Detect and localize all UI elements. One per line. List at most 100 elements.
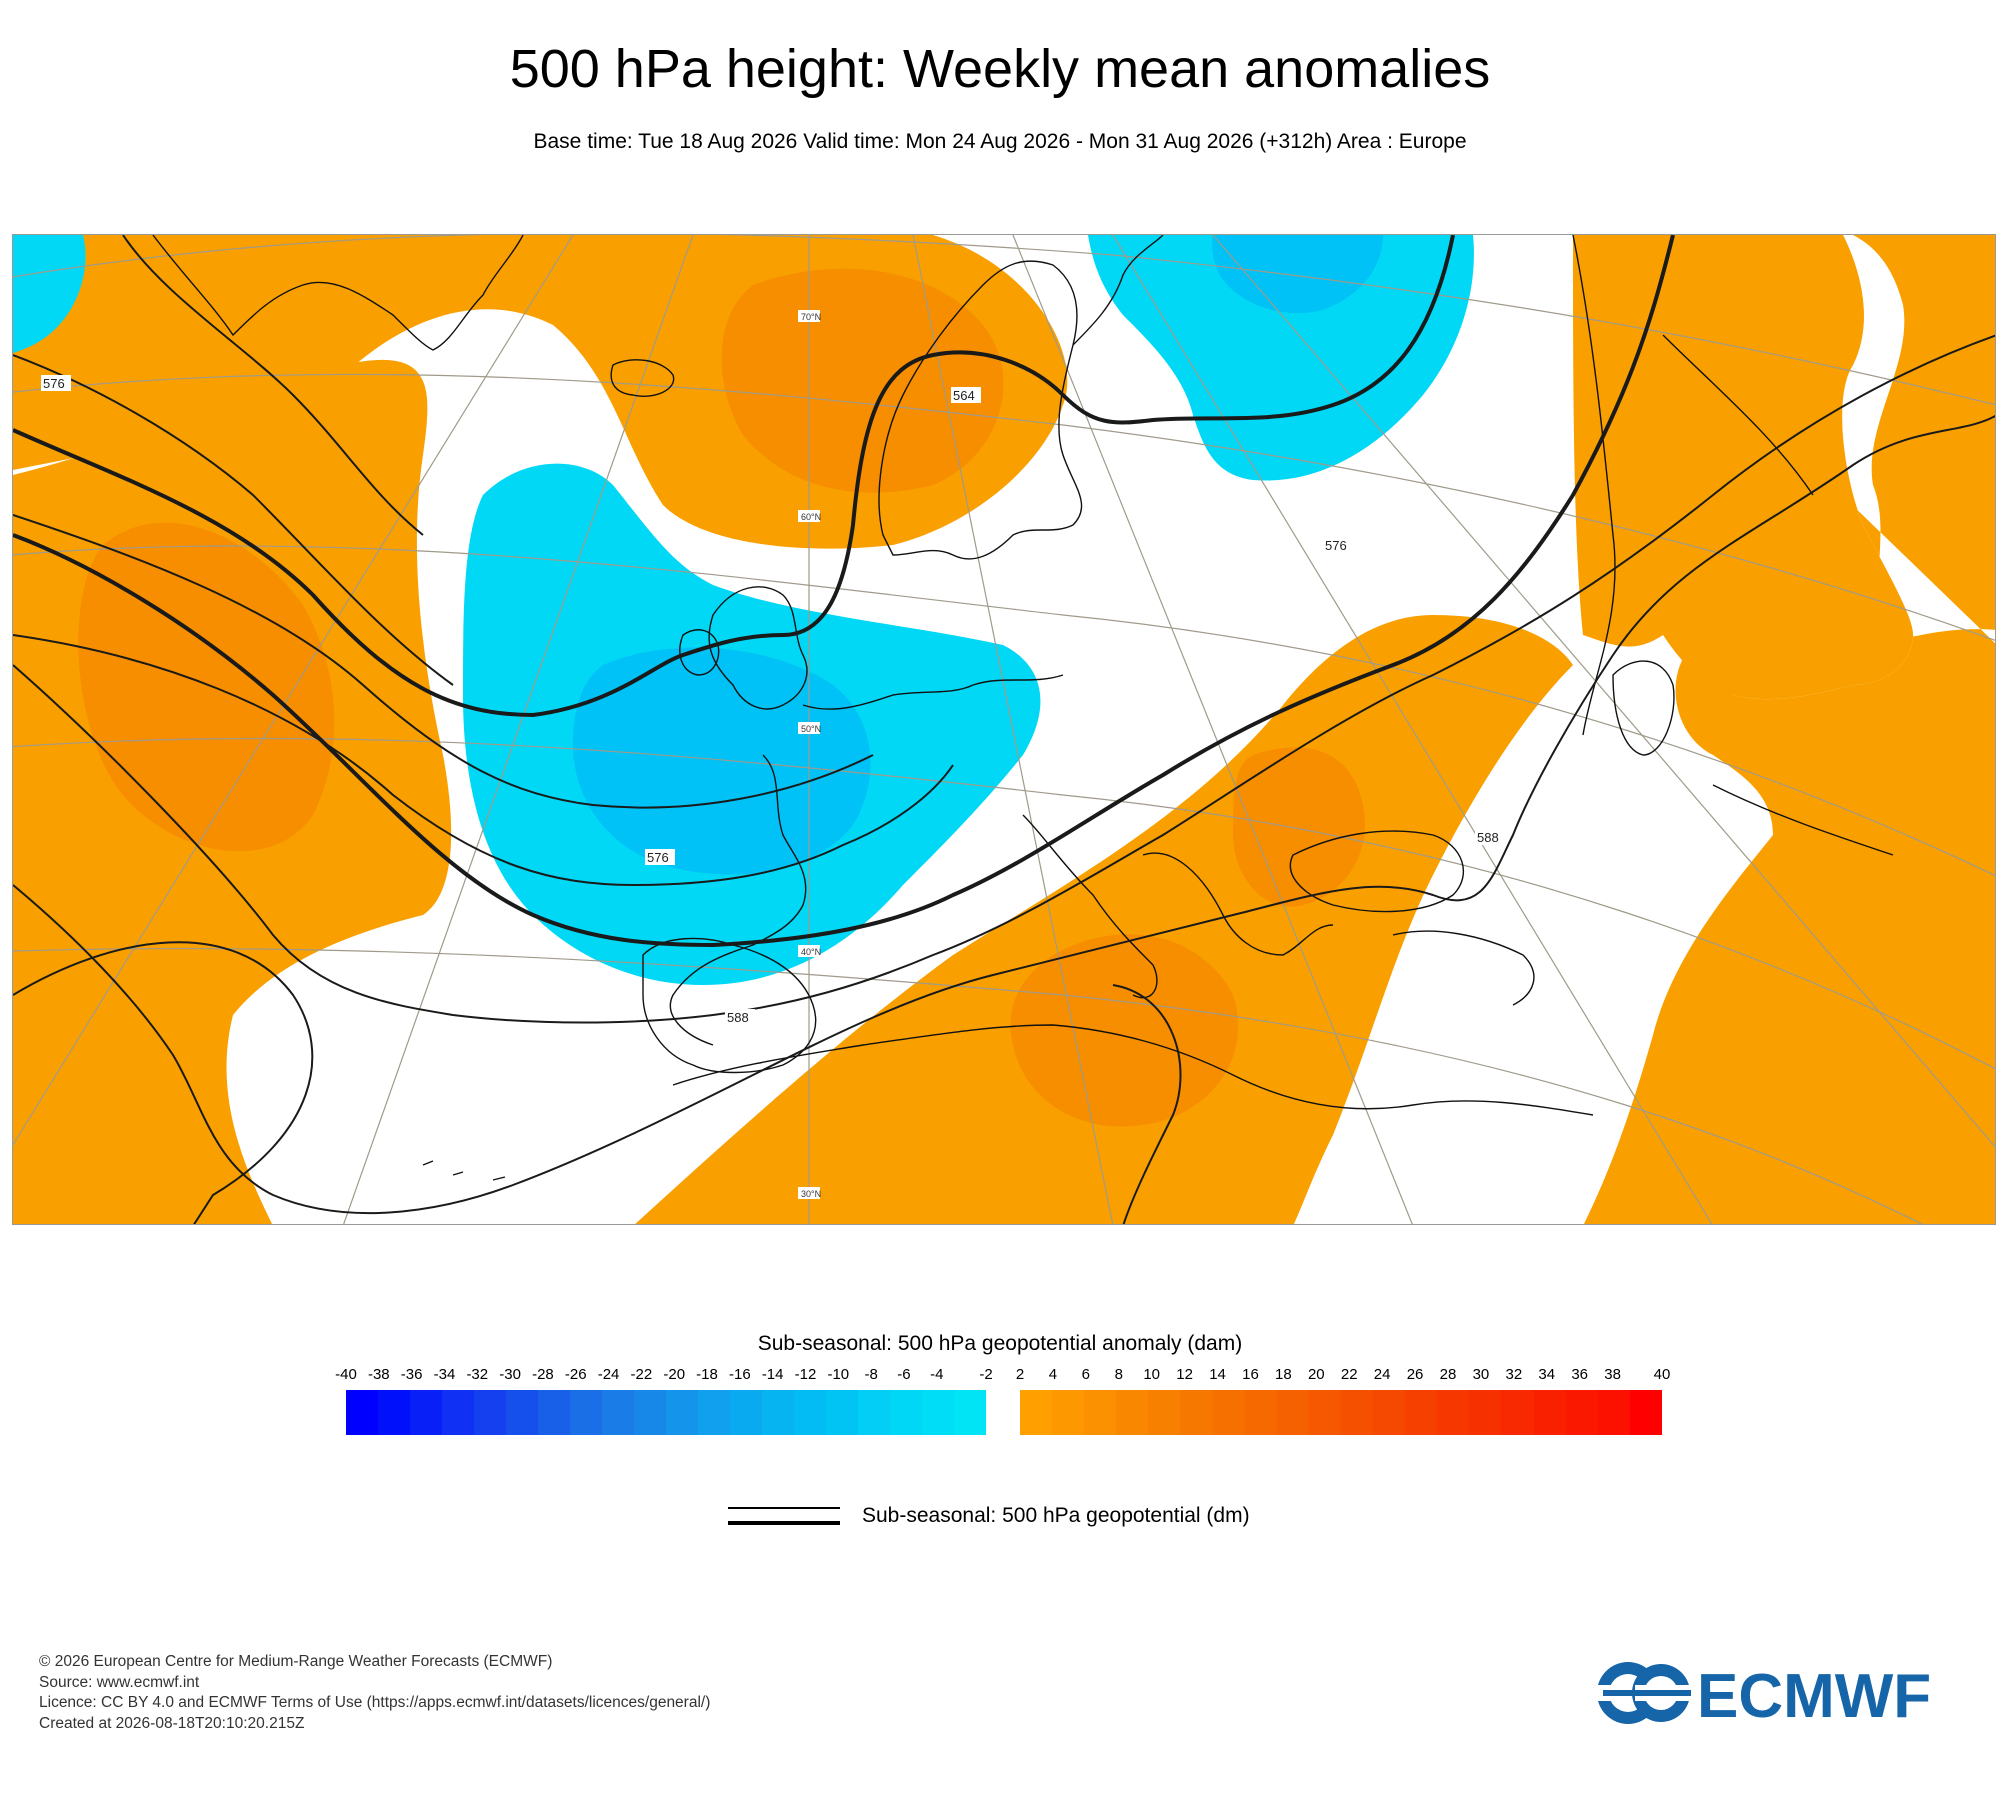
lat-label-30: 30°N xyxy=(801,1189,821,1199)
footer-licence: Licence: CC BY 4.0 and ECMWF Terms of Us… xyxy=(39,1694,711,1711)
positive-core-scandinavia xyxy=(721,268,1004,493)
negative-swatch-18 xyxy=(922,1390,954,1435)
colorbar-tick-label: 28 xyxy=(1439,1366,1457,1383)
positive-swatch-17 xyxy=(1565,1390,1598,1435)
colorbar-tick-label: 16 xyxy=(1242,1366,1259,1383)
colorbar-tick-label: 32 xyxy=(1505,1366,1523,1383)
colorbar-tick-label: -10 xyxy=(827,1366,850,1383)
positive-swatch-14 xyxy=(1469,1390,1502,1435)
colorbar-positive xyxy=(1020,1390,1662,1435)
lat-label-40: 40°N xyxy=(801,947,821,957)
finland-coast xyxy=(1072,235,1164,346)
footer-copyright: © 2026 European Centre for Medium-Range … xyxy=(39,1653,553,1670)
positive-area-east xyxy=(1573,235,1995,1224)
contour-thick-564 xyxy=(13,235,1455,718)
colorbar-tick-label: -16 xyxy=(729,1366,751,1383)
negative-swatch-10 xyxy=(666,1390,698,1435)
footer: © 2026 European Centre for Medium-Range … xyxy=(39,1652,710,1734)
anomaly-map[interactable]: 70°N 60°N 50°N 40°N 30°N xyxy=(12,234,1996,1225)
positive-swatch-7 xyxy=(1244,1390,1277,1435)
footer-source: Source: www.ecmwf.int xyxy=(39,1673,200,1691)
colorbar-tick-label: -12 xyxy=(794,1366,817,1383)
positive-swatch-9 xyxy=(1308,1390,1341,1435)
scandinavia-coast xyxy=(878,260,1083,560)
lat-label-50: 50°N xyxy=(801,724,821,734)
lat-label-70: 70°N xyxy=(801,312,821,322)
contour-thin-8 xyxy=(1112,984,1182,1224)
latitude-labels: 70°N 60°N 50°N 40°N 30°N xyxy=(798,310,821,1199)
contour-thin-4 xyxy=(13,634,954,887)
colorbar-tick-label: 4 xyxy=(1048,1366,1058,1383)
western-europe-coast xyxy=(669,674,1064,1046)
north-africa-coast xyxy=(672,1024,1594,1116)
negative-swatch-7 xyxy=(570,1390,602,1435)
contour-thin-7 xyxy=(13,941,314,1224)
negative-swatch-12 xyxy=(730,1390,762,1435)
negative-core-north xyxy=(1212,235,1383,314)
colorbar-tick-label: -14 xyxy=(761,1366,784,1383)
lat-label-60: 60°N xyxy=(801,512,821,522)
positive-swatch-10 xyxy=(1340,1390,1374,1435)
contour-label-576-a: 576 xyxy=(647,850,669,865)
colorbar-tick-label: -26 xyxy=(564,1366,587,1383)
colorbar-tick-label: 36 xyxy=(1571,1366,1589,1383)
negative-swatch-3 xyxy=(442,1390,474,1435)
positive-swatch-2 xyxy=(1084,1390,1117,1435)
east-region-borders xyxy=(1572,235,1894,856)
negative-swatch-9 xyxy=(634,1390,666,1435)
positive-swatch-18 xyxy=(1597,1390,1630,1435)
ecmwf-logo[interactable]: ECMWF xyxy=(1595,1660,1967,1726)
chart-subtitle: Base time: Tue 18 Aug 2026 Valid time: M… xyxy=(533,130,1467,153)
negative-swatch-4 xyxy=(474,1390,506,1435)
negative-core-west-europe xyxy=(573,647,871,875)
positive-swatch-8 xyxy=(1276,1390,1309,1435)
colorbar-tick-label: -4 xyxy=(930,1366,944,1383)
negative-swatch-6 xyxy=(538,1390,570,1435)
negative-area-north xyxy=(1088,235,1474,481)
greenland-coast xyxy=(152,235,524,351)
black-sea-coast xyxy=(1289,830,1464,913)
colorbar-tick-label: 40 xyxy=(1653,1366,1671,1383)
negative-swatch-1 xyxy=(378,1390,410,1435)
map-svg: 70°N 60°N 50°N 40°N 30°N xyxy=(13,235,1995,1224)
azores-islands xyxy=(422,1160,506,1181)
colorbar-tick-label: -30 xyxy=(499,1366,521,1383)
colorbar-tick-label: 12 xyxy=(1176,1366,1193,1383)
contour-thin-1 xyxy=(122,235,424,536)
contour-labels: 564 576 576 576 588 588 xyxy=(41,375,1505,1025)
colorbar-tick-label: 34 xyxy=(1538,1366,1556,1383)
positive-anomaly-areas xyxy=(13,235,1995,1224)
ecmwf-logo-text: ECMWF xyxy=(1697,1662,1931,1726)
graticule xyxy=(13,235,1995,1224)
colorbar-tick-label: -38 xyxy=(367,1366,390,1383)
colorbar-tick-label: -36 xyxy=(400,1366,423,1383)
colorbar-tick-label: -28 xyxy=(532,1366,554,1383)
contour-thin-6 xyxy=(13,414,1995,1215)
positive-swatch-6 xyxy=(1212,1390,1245,1435)
colorbar-tick-label: -6 xyxy=(897,1366,911,1383)
colorbar-tick-label: -18 xyxy=(696,1366,718,1383)
positive-swatch-16 xyxy=(1533,1390,1566,1435)
negative-anomaly-areas xyxy=(13,235,1474,985)
positive-swatch-0 xyxy=(1020,1390,1053,1435)
colorbar-title: Sub-seasonal: 500 hPa geopotential anoma… xyxy=(757,1332,1243,1355)
turkey-coast xyxy=(1392,930,1535,1006)
negative-swatch-5 xyxy=(506,1390,538,1435)
contour-thick-576 xyxy=(13,235,1675,948)
positive-core-balkans xyxy=(1233,747,1365,907)
colorbar-tick-label: 22 xyxy=(1340,1366,1358,1383)
contour-thin-2 xyxy=(13,354,454,686)
colorbar-tick-label: 6 xyxy=(1081,1366,1091,1383)
negative-area-greenland-west xyxy=(13,235,86,353)
positive-swatch-11 xyxy=(1373,1390,1406,1435)
negative-swatch-16 xyxy=(858,1390,890,1435)
colorbar-tick-label: 2 xyxy=(1015,1366,1025,1383)
colorbar-tick-label: -32 xyxy=(466,1366,489,1383)
negative-swatch-13 xyxy=(762,1390,794,1435)
contour-label-576-c: 576 xyxy=(43,376,65,391)
british-isles-coast xyxy=(708,586,808,710)
negative-swatch-17 xyxy=(890,1390,922,1435)
ireland-coast xyxy=(679,629,720,676)
colorbar-tick-label: 8 xyxy=(1114,1366,1123,1383)
positive-swatch-12 xyxy=(1405,1390,1438,1435)
